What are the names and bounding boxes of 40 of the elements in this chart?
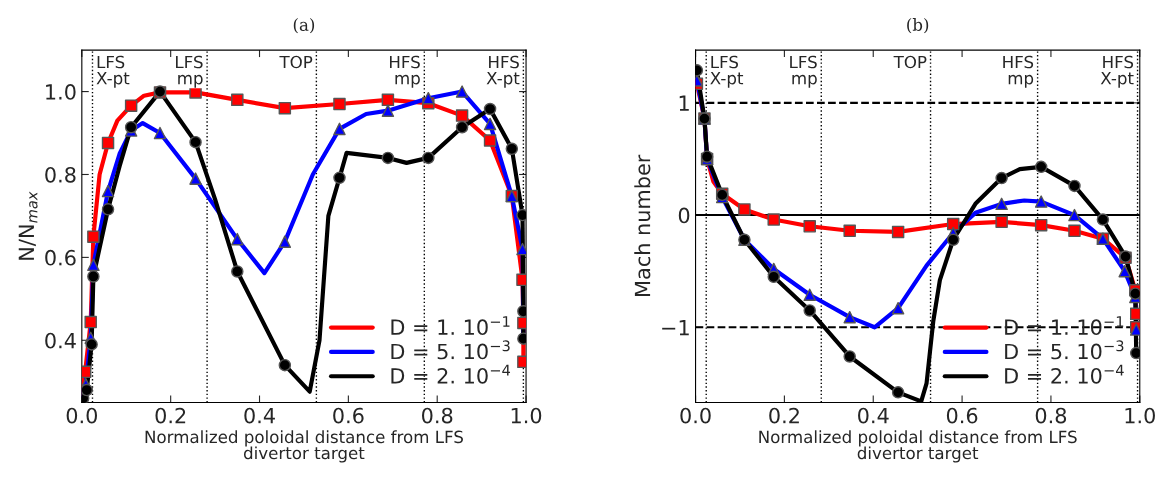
legend-label: D = 5. 10$^{−3}$ [391,340,510,360]
ref-line-label: HFS mp [390,55,420,88]
y-tick-label: −1 [662,320,689,336]
x-tick-label: 0.0 [680,407,711,424]
x-tick-label: 1.0 [1125,407,1155,424]
ref-line-label: HFS X-pt [1100,55,1134,88]
x-tick-label: 0.6 [946,407,978,424]
ref-line-label: TOP [893,55,927,69]
x-tick-label: 1.0 [511,407,542,424]
y-tick-label: 1 [679,95,689,111]
y-tick-label: 1.0 [46,84,76,100]
x-tick-label: 0.4 [858,407,889,424]
ref-line-label: HFS mp [1003,55,1034,88]
x-tick-label: 0.6 [333,407,364,424]
x-tick-label: 0.0 [66,407,98,424]
ref-line-label: LFS X-pt [96,55,130,88]
y-tick-label: 0.4 [45,332,76,349]
ref-line-label: TOP [279,55,313,69]
y-tick-label: 0 [678,207,690,224]
x-tick-label: 0.8 [422,407,453,424]
x-tick-label: 0.4 [244,407,275,424]
legend-label: D = 2. 10$^{−4}$ [391,364,511,384]
legend-label: D = 5. 10$^{−3}$ [1005,340,1124,360]
y-axis-title: Mach number [634,154,651,296]
y-tick-label: 0.6 [45,249,76,266]
chart-title: (b) [907,18,929,34]
x-axis-title: Normalized poloidal distance from LFS divertor target [759,430,1077,463]
chart-title: (a) [293,18,315,34]
legend-label: D = 1. 10$^{−1}$ [391,316,510,336]
y-tick-label: 0.8 [45,166,76,183]
x-tick-label: 0.2 [769,407,799,424]
x-axis-title: Normalized poloidal distance from LFS divertor target [145,430,463,463]
x-tick-label: 0.2 [155,407,186,424]
ref-line-label: LFS X-pt [710,55,744,88]
legend-label: D = 2. 10$^{−4}$ [1005,364,1124,384]
ref-line-label: LFS mp [790,55,817,88]
x-tick-label: 0.8 [1035,407,1067,424]
y-axis-title: N/N$_{max}$ [18,191,38,260]
ref-line-label: HFS X-pt [486,55,520,88]
ref-line-label: LFS mp [176,55,203,88]
